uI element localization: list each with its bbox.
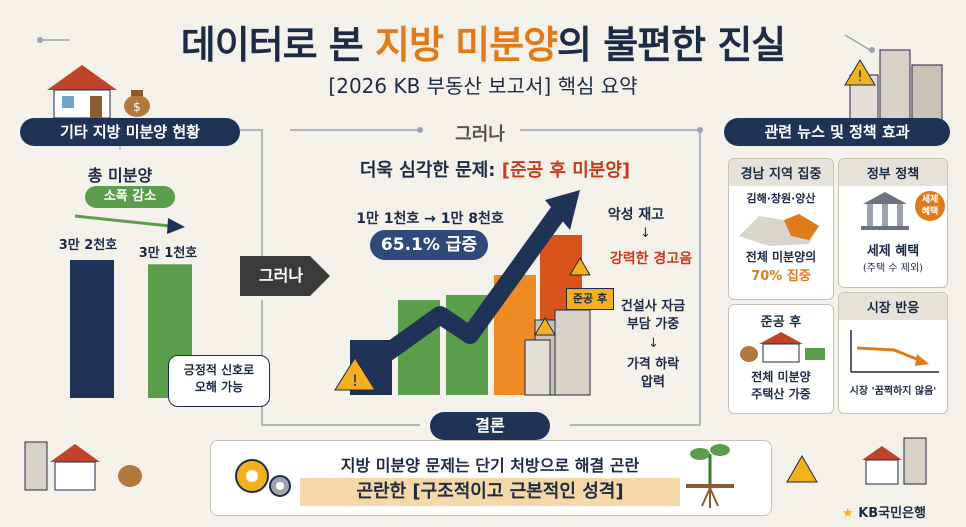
speech-text: 긍정적 신호로 오해 가능 [183,363,255,394]
tax-badge: 세제 혜택 [915,191,945,221]
completed-line2: 주택산 가중 [751,387,811,401]
market-caption: 시장 '꿈쩍하지 않음' [849,386,937,397]
bottom-left-houses [24,441,142,491]
gov-line2: (주택 수 제외) [862,263,924,274]
title-highlight: 지방 미분양 [375,23,558,67]
page-subtitle: [2026 KB 부동산 보고서] 핵심 요약 [328,74,638,98]
title-part2: 의 불편한 진실 [557,23,786,67]
svg-text:!: ! [352,371,358,390]
gov-head: 정부 정책 [839,159,947,186]
bar2-label: 3만 1천호 [138,246,198,261]
title-part1: 데이터로 본 [180,23,375,67]
page-title: 데이터로 본 지방 미분양의 불편한 진실 [0,14,966,69]
completed-head: 준공 후 [760,315,802,330]
gov-policy-panel: 정부 정책 세제 혜택 세제 혜택 (주택 수 제외) [838,158,948,288]
change-text: 1만 1천호 → 1만 8천호 [356,211,504,227]
gyeongnam-share-line: 전체 미분양의 [745,250,817,264]
government-building-icon [861,192,909,230]
headline-highlight: [준공 후 미분양] [501,160,631,181]
strong-warning-label: 강력한 경고음 [609,251,693,267]
surge-chart-graphic: ! [334,190,591,396]
gears-icon [235,459,291,497]
bottom-right-houses [786,437,927,485]
surge-badge: 65.1% 급증 [370,230,488,260]
headline-prefix: 더욱 심각한 문제: [359,160,502,181]
buildings-icon: ! [844,49,943,120]
gyeongnam-share-value: 70% 집중 [751,269,811,284]
kb-star-icon: ★ [842,506,854,521]
speech-bubble: 긍정적 신호로 오해 가능 [168,355,270,407]
bar-1 [70,260,114,398]
price-pressure-label: 가격 하락 압력 [626,357,680,390]
conclusion-line2: 곤란한 [구조적이고 근본적인 성격] [300,478,680,506]
svg-text:$: $ [133,100,141,114]
down-arrow-icon-2: ↓ [648,336,659,351]
gov-line1: 세제 혜택 [866,244,920,259]
gyeongnam-head: 경남 지역 집중 [729,159,833,186]
builder-burden-label: 건설사 자금 부담 가중 [620,299,686,332]
money-bag-icon: $ [124,90,150,117]
svg-text:!: ! [857,69,863,85]
market-head: 시장 반응 [839,293,947,320]
kb-logo: ★ KB국민은행 [842,502,926,521]
however-top-label: 그러나 [455,124,505,145]
after-completion-tag: 준공 후 [566,288,614,310]
decrease-arrow [74,214,185,234]
middle-headline: 더욱 심각한 문제: [준공 후 미분양] [330,156,660,182]
sprout-icon [686,444,734,508]
decrease-badge: 소폭 감소 [85,186,175,208]
bad-inventory-label: 악성 재고 [607,207,665,223]
bar1-label: 3만 2천호 [58,238,118,253]
however-arrow-shape [240,256,330,296]
completed-line1: 전체 미분양 [751,370,811,384]
left-section-title: 기타 지방 미분양 현황 [20,118,240,146]
conclusion-tag: 결론 [430,412,550,440]
gyeongnam-panel: 경남 지역 집중 김해·창원·양산 전체 미분양의 70% 집중 [728,158,834,300]
kb-logo-text: KB국민은행 [858,506,927,521]
total-unsold-label: 총 미분양 [87,166,153,185]
down-arrow-icon: ↓ [640,226,651,241]
gyeongnam-cities: 김해·창원·양산 [746,192,816,205]
however-arrow-label: 그러나 [258,266,304,285]
market-reaction-panel: 시장 반응 시장 '꿈쩍하지 않음' [838,292,948,414]
flat-trend-icon [850,330,939,373]
conclusion-line1: 지방 미분양 문제는 단기 처방으로 해결 곤란 [340,456,640,475]
right-section-title: 관련 뉴스 및 정책 효과 [724,118,950,146]
house-icon [47,65,117,119]
house-money-icon [740,332,825,363]
map-icon [739,214,819,246]
completed-panel: 준공 후 전체 미분양 주택산 가중 [728,304,834,414]
